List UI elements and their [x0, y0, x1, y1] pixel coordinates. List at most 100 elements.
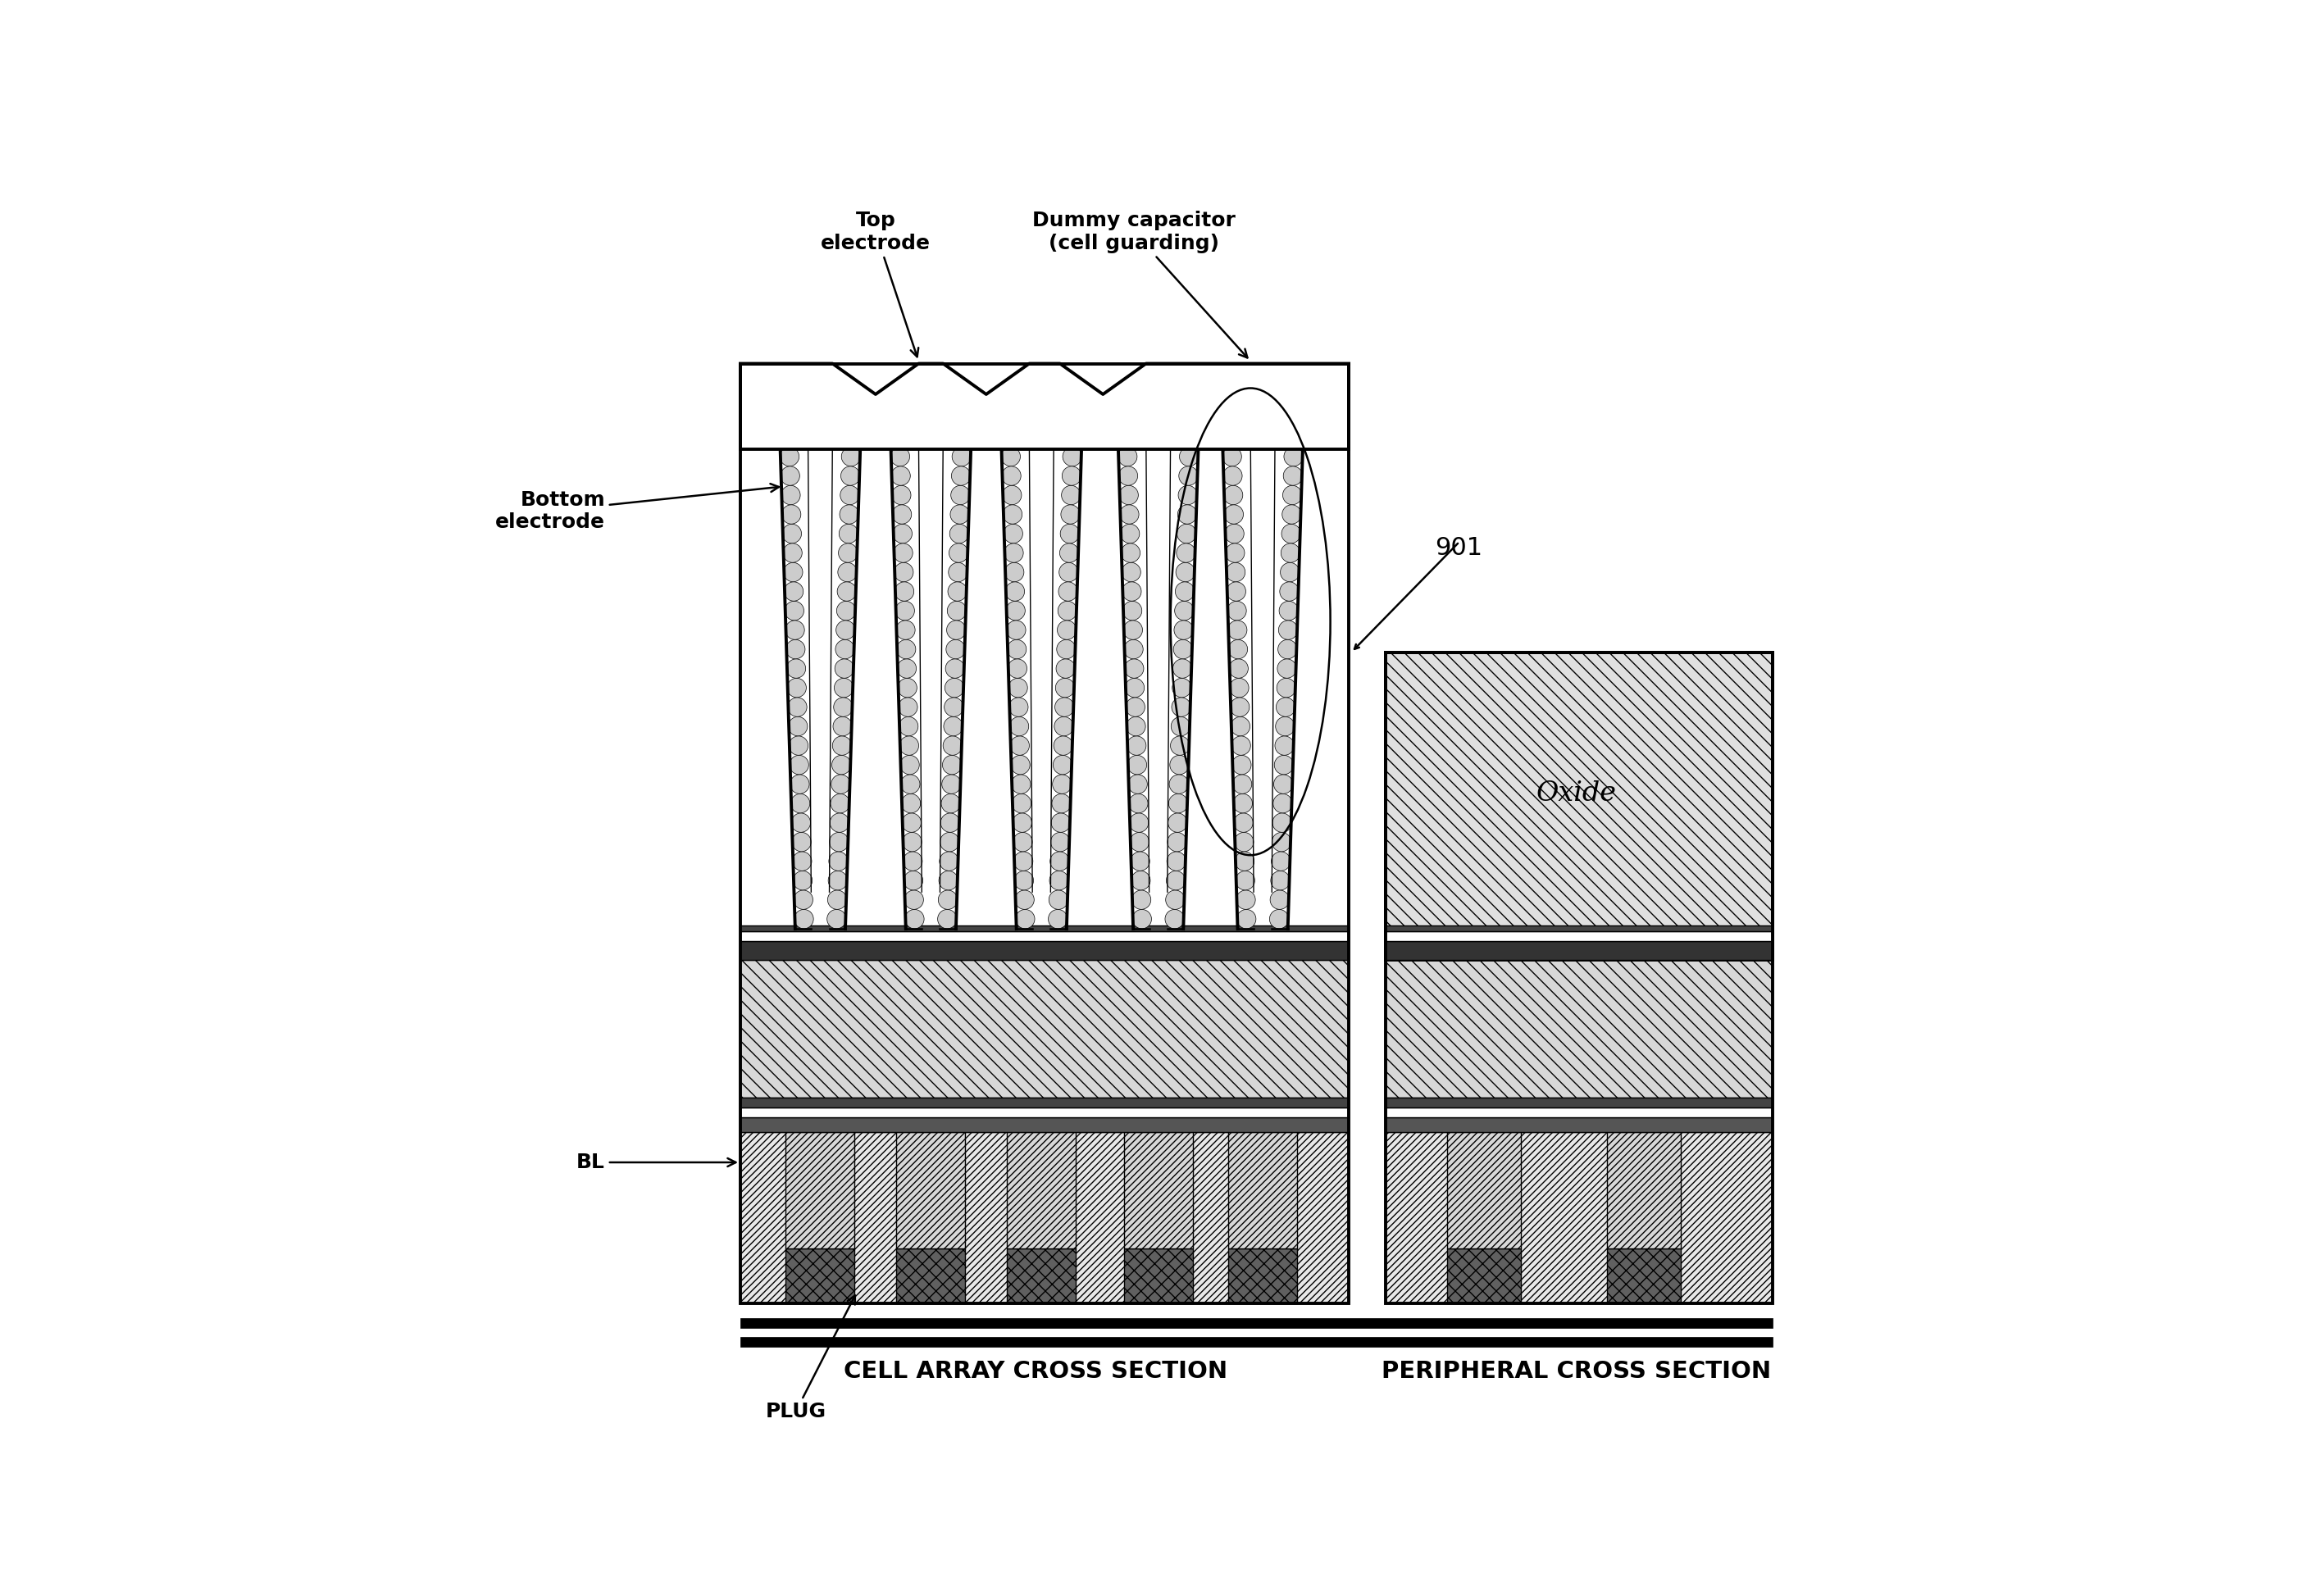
- Circle shape: [1122, 602, 1142, 621]
- Bar: [741, 1108, 1348, 1117]
- Circle shape: [1177, 504, 1198, 523]
- Circle shape: [1272, 871, 1290, 891]
- Circle shape: [1223, 504, 1244, 523]
- Circle shape: [1230, 717, 1251, 736]
- Circle shape: [1006, 621, 1025, 640]
- Text: CELL ARRAY CROSS SECTION: CELL ARRAY CROSS SECTION: [842, 1360, 1228, 1382]
- Circle shape: [1269, 891, 1290, 910]
- Circle shape: [1048, 910, 1066, 929]
- Circle shape: [1119, 504, 1138, 523]
- Circle shape: [1131, 891, 1152, 910]
- Circle shape: [829, 852, 847, 871]
- Circle shape: [780, 466, 799, 485]
- Circle shape: [1011, 736, 1029, 755]
- Circle shape: [1124, 640, 1142, 659]
- Circle shape: [785, 621, 805, 640]
- Circle shape: [1057, 602, 1078, 621]
- Bar: [896, 1132, 965, 1248]
- Bar: [741, 1117, 1348, 1132]
- Circle shape: [835, 602, 856, 621]
- Circle shape: [1059, 523, 1080, 543]
- Circle shape: [891, 447, 909, 466]
- Bar: [1124, 1132, 1193, 1248]
- Circle shape: [835, 659, 854, 678]
- Circle shape: [1177, 485, 1198, 504]
- Circle shape: [1166, 910, 1184, 929]
- Bar: [1385, 653, 1773, 959]
- Circle shape: [896, 602, 914, 621]
- Text: Oxide: Oxide: [1537, 780, 1616, 808]
- Circle shape: [1131, 833, 1149, 852]
- Circle shape: [789, 736, 808, 755]
- Circle shape: [792, 852, 812, 871]
- Circle shape: [838, 563, 856, 583]
- Circle shape: [898, 717, 919, 736]
- Circle shape: [1002, 485, 1022, 504]
- Circle shape: [939, 833, 960, 852]
- Circle shape: [1013, 852, 1034, 871]
- Circle shape: [1119, 485, 1138, 504]
- Circle shape: [1117, 428, 1136, 447]
- Circle shape: [840, 504, 859, 523]
- Circle shape: [1016, 910, 1034, 929]
- Circle shape: [1274, 755, 1292, 774]
- Circle shape: [1129, 755, 1147, 774]
- Text: BL: BL: [577, 1152, 736, 1171]
- Circle shape: [949, 583, 967, 602]
- Circle shape: [787, 697, 808, 717]
- Circle shape: [787, 640, 805, 659]
- Circle shape: [902, 833, 921, 852]
- Circle shape: [1002, 428, 1020, 447]
- Circle shape: [1223, 466, 1242, 485]
- Circle shape: [1011, 755, 1029, 774]
- Circle shape: [902, 793, 921, 812]
- Circle shape: [1004, 563, 1025, 583]
- Circle shape: [1126, 717, 1145, 736]
- Bar: [741, 942, 1348, 959]
- Circle shape: [1133, 910, 1152, 929]
- Circle shape: [1126, 697, 1145, 717]
- Circle shape: [833, 736, 852, 755]
- Circle shape: [1232, 736, 1251, 755]
- Circle shape: [833, 717, 852, 736]
- Circle shape: [896, 621, 914, 640]
- Circle shape: [900, 736, 919, 755]
- Circle shape: [1050, 812, 1071, 832]
- Circle shape: [1129, 793, 1147, 812]
- Circle shape: [1057, 640, 1076, 659]
- Text: Top
electrode: Top electrode: [822, 211, 930, 358]
- Circle shape: [787, 659, 805, 678]
- Circle shape: [1122, 543, 1140, 562]
- Circle shape: [1226, 523, 1244, 543]
- Bar: [896, 1248, 965, 1304]
- Circle shape: [1055, 717, 1073, 736]
- Circle shape: [1166, 891, 1184, 910]
- Circle shape: [1057, 621, 1076, 640]
- Circle shape: [1011, 774, 1032, 793]
- Bar: [741, 1331, 1773, 1337]
- Circle shape: [1279, 602, 1299, 621]
- Circle shape: [1013, 871, 1034, 891]
- Circle shape: [1052, 774, 1071, 793]
- Circle shape: [942, 774, 960, 793]
- Circle shape: [951, 466, 972, 485]
- Circle shape: [1052, 793, 1071, 812]
- Circle shape: [1166, 871, 1186, 891]
- Circle shape: [891, 466, 909, 485]
- Bar: [1124, 1248, 1193, 1304]
- Circle shape: [1009, 659, 1027, 678]
- Circle shape: [902, 812, 921, 832]
- Circle shape: [794, 891, 812, 910]
- Bar: [1447, 1248, 1521, 1304]
- Circle shape: [1179, 466, 1198, 485]
- Circle shape: [1172, 640, 1193, 659]
- Bar: [741, 1096, 1348, 1108]
- Circle shape: [838, 543, 859, 562]
- Circle shape: [1170, 717, 1191, 736]
- Circle shape: [1175, 563, 1196, 583]
- Circle shape: [1230, 678, 1249, 697]
- Circle shape: [1013, 812, 1032, 832]
- Bar: [1606, 1248, 1680, 1304]
- Circle shape: [1170, 736, 1189, 755]
- Bar: [1385, 926, 1773, 932]
